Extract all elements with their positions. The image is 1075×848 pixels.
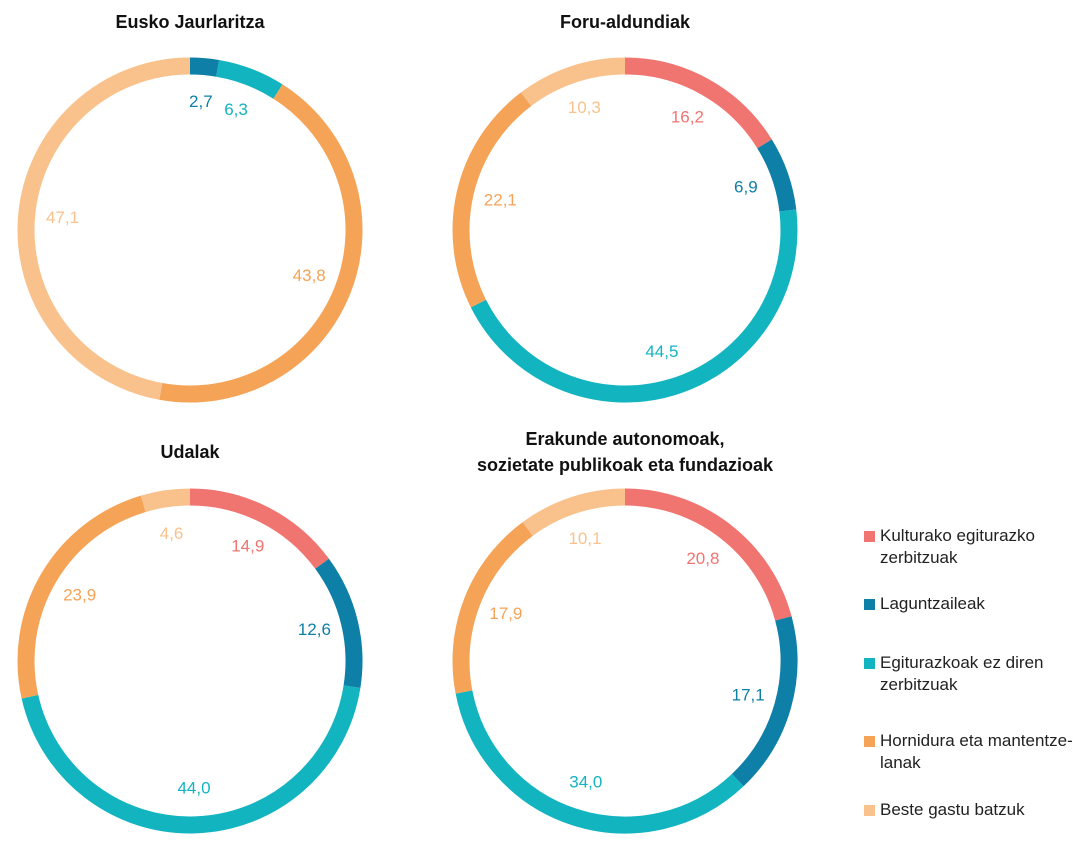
chart-title: Eusko Jaurlaritza xyxy=(115,12,265,32)
value-label: 16,2 xyxy=(671,108,704,127)
legend-label: Hornidura eta mantentze-lanak xyxy=(880,731,1073,772)
value-label: 17,9 xyxy=(489,604,522,623)
value-label: 14,9 xyxy=(231,536,264,555)
donut-segment xyxy=(189,488,329,569)
chart-title: Erakunde autonomoak, sozietate publikoak… xyxy=(476,429,774,475)
donut-segment xyxy=(216,59,283,99)
donut-segment xyxy=(21,685,361,834)
value-label: 6,9 xyxy=(734,177,758,196)
legend-swatch xyxy=(864,599,875,610)
donut-segment xyxy=(17,495,146,699)
legend-item: Hornidura eta mantentze-lanak xyxy=(864,730,1075,774)
donut-segment xyxy=(522,488,626,536)
donut-segment xyxy=(624,57,772,149)
value-label: 12,6 xyxy=(298,620,331,639)
chart-title: Foru-aldundiak xyxy=(560,12,690,32)
value-label: 47,1 xyxy=(46,208,79,227)
value-label: 44,0 xyxy=(177,778,210,797)
donut-segment xyxy=(140,488,191,513)
value-label: 34,0 xyxy=(569,772,602,791)
donut-segment xyxy=(757,139,797,212)
value-label: 2,7 xyxy=(189,92,213,111)
legend-item: Egiturazkoak ez diren zerbitzuak xyxy=(864,652,1075,696)
legend-label: Beste gastu batzuk xyxy=(880,800,1025,819)
value-label: 10,1 xyxy=(568,529,601,548)
donut-segment xyxy=(452,522,533,694)
value-label: 44,5 xyxy=(645,342,678,361)
legend-swatch xyxy=(864,531,875,542)
value-label: 23,9 xyxy=(63,586,96,605)
value-label: 43,8 xyxy=(293,266,326,285)
donut-segment xyxy=(455,690,744,834)
legend-label: Kulturako egiturazko zerbitzuak xyxy=(880,526,1035,567)
value-label: 4,6 xyxy=(160,524,184,543)
legend-item: Kulturako egiturazko zerbitzuak xyxy=(864,525,1075,569)
donut-segment xyxy=(731,616,798,787)
legend-swatch xyxy=(864,736,875,747)
value-label: 6,3 xyxy=(224,100,248,119)
donut-segment xyxy=(189,57,220,77)
legend-item: Beste gastu batzuk xyxy=(864,799,1075,821)
chart-title: Udalak xyxy=(160,442,220,462)
donut-segment xyxy=(315,558,363,688)
donut-segment xyxy=(470,209,798,403)
value-label: 20,8 xyxy=(686,549,719,568)
donut-segment xyxy=(17,57,191,400)
legend-label: Egiturazkoak ez diren zerbitzuak xyxy=(880,653,1044,694)
legend-item: Laguntzaileak xyxy=(864,593,1075,615)
donut-segment xyxy=(452,92,532,308)
legend-swatch xyxy=(864,658,875,669)
donut-segment xyxy=(520,57,626,107)
legend-label: Laguntzaileak xyxy=(880,594,985,613)
donut-segment xyxy=(159,84,363,403)
value-label: 17,1 xyxy=(732,685,765,704)
value-label: 22,1 xyxy=(484,190,517,209)
value-label: 10,3 xyxy=(568,98,601,117)
donut-segment xyxy=(624,488,792,621)
legend-swatch xyxy=(864,805,875,816)
